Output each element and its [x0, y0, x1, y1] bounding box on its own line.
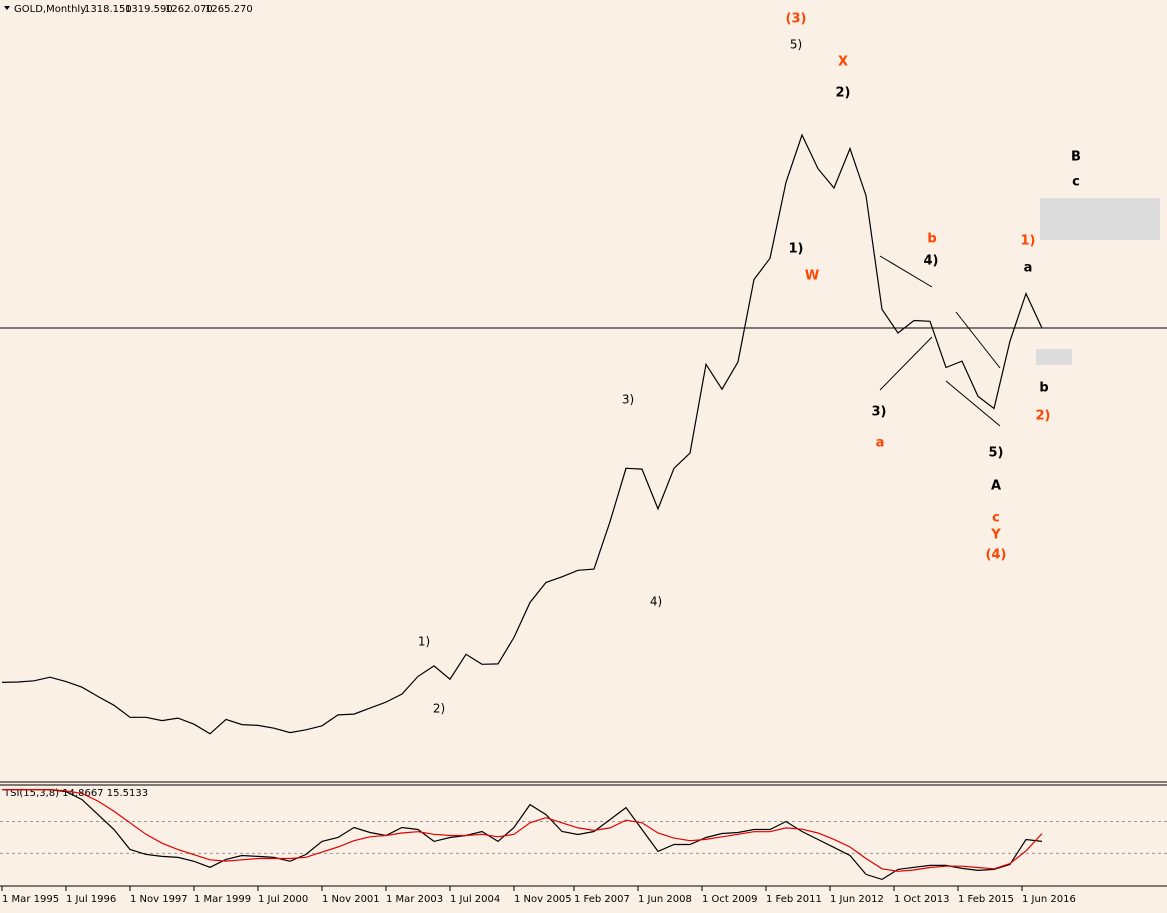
x-tick-label: 1 Jun 2016	[1022, 894, 1076, 905]
x-tick-label: 1 Nov 1997	[130, 894, 188, 905]
wave-label: b	[927, 232, 936, 247]
wave-label: 1)	[1021, 234, 1036, 249]
wave-label: 5)	[790, 38, 802, 52]
x-tick-label: 1 Feb 2011	[766, 894, 822, 905]
x-tick-label: 1 Feb 2015	[958, 894, 1014, 905]
close: 1265.270	[205, 4, 253, 15]
wave-label: 3)	[622, 393, 634, 407]
wave-label: 3)	[872, 405, 887, 420]
open: 1318.150	[84, 4, 132, 15]
menu-arrow[interactable]	[4, 6, 10, 10]
wave-label: c	[992, 511, 1000, 526]
wave-labels: (3) 5) X 2) 1) W b 4) 3) a 5) A c Y (4) …	[418, 12, 1081, 716]
high: 1319.590	[125, 4, 173, 15]
series-line	[2, 789, 1043, 881]
series-line	[1, 133, 1043, 735]
symbol: GOLD,Monthly	[14, 4, 86, 15]
wave-label: Y	[990, 528, 1001, 543]
wave-label: W	[805, 269, 819, 284]
series-line	[2, 789, 1043, 872]
x-tick-label: 1 Feb 2007	[574, 894, 630, 905]
tsi-label: TSI(15,3,8) 14.8667 15.5133	[3, 788, 148, 799]
wave-label: 2)	[1036, 409, 1051, 424]
wave-label: B	[1071, 150, 1081, 165]
x-tick-label: 1 Jul 2004	[450, 894, 500, 905]
wave-label: a	[876, 436, 885, 451]
wave-label: 1)	[789, 242, 804, 257]
wave-label: b	[1039, 381, 1048, 396]
wave-label: c	[1072, 175, 1080, 190]
wave-label: 5)	[989, 446, 1004, 461]
wave-label: 4)	[924, 254, 939, 269]
wave-label: 1)	[418, 635, 430, 649]
x-tick-label: 1 Oct 2013	[894, 894, 949, 905]
target-zone	[1040, 198, 1160, 240]
x-tick-label: 1 Jul 2000	[258, 894, 308, 905]
x-tick-label: 1 Nov 2001	[322, 894, 380, 905]
trend-lines	[879, 255, 1001, 427]
low: 1262.070	[165, 4, 213, 15]
x-tick-label: 1 Mar 2003	[386, 894, 443, 905]
wave-label: (4)	[986, 548, 1007, 563]
wave-label: 4)	[650, 595, 662, 609]
wave-label: X	[838, 55, 848, 70]
wave-label: 2)	[433, 702, 445, 716]
x-tick-label: 1 Jul 1996	[66, 894, 116, 905]
wave-label: 2)	[836, 86, 851, 101]
x-tick-label: 1 Nov 2005	[514, 894, 572, 905]
x-tick-label: 1 Mar 1995	[2, 894, 59, 905]
wave-label: A	[991, 479, 1001, 494]
x-tick-label: 1 Jun 2012	[830, 894, 884, 905]
wave-label: (3)	[786, 12, 807, 27]
wave-label: a	[1024, 261, 1033, 276]
x-tick-label: 1 Mar 1999	[194, 894, 251, 905]
x-tick-label: 1 Jun 2008	[638, 894, 692, 905]
x-tick-label: 1 Oct 2009	[702, 894, 757, 905]
target-zone	[1036, 349, 1072, 365]
